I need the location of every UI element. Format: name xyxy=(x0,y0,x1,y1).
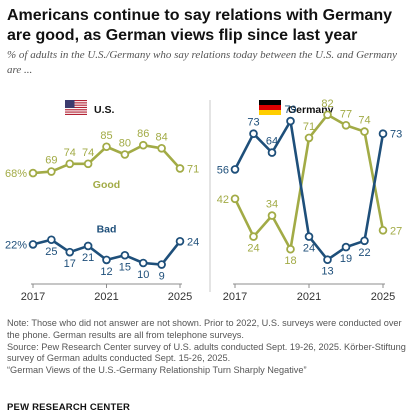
us-panel-label: U.S. xyxy=(94,104,115,116)
source-text: Source: Pew Research Center survey of U.… xyxy=(7,341,406,364)
data-label-good: 84 xyxy=(156,131,168,143)
data-label-good: 74 xyxy=(82,147,94,159)
line-charts: 2017 2021 2025 68% 69 74 74 85 80 86 84 71 22% 25 17 21… xyxy=(5,98,402,303)
data-point-bad xyxy=(360,236,369,246)
data-label-bad: 15 xyxy=(119,261,131,273)
data-point-good xyxy=(120,150,130,159)
data-label-bad: 73 xyxy=(390,129,402,141)
data-point-good xyxy=(267,211,277,220)
data-point-bad xyxy=(120,250,130,260)
germany-panel-label: Germany xyxy=(288,104,334,116)
x-tick-label: 2025 xyxy=(168,291,192,303)
data-label-good: 77 xyxy=(340,108,352,120)
data-point-bad xyxy=(65,247,75,257)
pew-logo-text: PEW RESEARCH CENTER xyxy=(7,402,131,413)
data-label-good: 69 xyxy=(45,155,57,167)
data-point-good xyxy=(323,110,332,120)
x-tick-label: 2017 xyxy=(21,291,45,303)
series-name-good: Good xyxy=(93,179,120,191)
series-name-bad: Bad xyxy=(97,223,117,235)
data-label-good: 74 xyxy=(358,115,370,127)
x-tick-label: 2021 xyxy=(297,291,321,303)
data-point-good xyxy=(378,226,388,235)
data-point-bad xyxy=(323,255,332,265)
data-label-bad: 19 xyxy=(340,253,352,265)
x-tick-label: 2021 xyxy=(94,291,118,303)
data-point-good xyxy=(102,142,111,152)
data-point-good xyxy=(230,194,240,204)
note-text: Note: Those who did not answer are not s… xyxy=(7,318,402,340)
data-label-bad: 21 xyxy=(82,252,94,264)
data-point-good xyxy=(47,167,56,176)
us-flag-icon xyxy=(65,100,87,115)
data-label-good: 74 xyxy=(64,147,76,159)
data-point-good xyxy=(138,140,148,150)
data-point-bad xyxy=(230,165,240,174)
data-label-bad: 22% xyxy=(5,239,27,251)
data-point-bad xyxy=(102,255,111,265)
data-label-bad: 17 xyxy=(64,258,76,270)
data-label-bad: 24 xyxy=(187,236,199,248)
data-label-good: 71 xyxy=(187,163,199,175)
data-label-bad: 79 xyxy=(284,104,296,116)
x-tick-label: 2017 xyxy=(223,291,247,303)
data-point-bad xyxy=(47,235,56,245)
data-point-bad xyxy=(83,241,93,251)
data-point-bad xyxy=(175,237,185,246)
data-label-good: 85 xyxy=(100,130,112,142)
data-label-good: 80 xyxy=(119,138,131,150)
data-point-good xyxy=(249,232,258,241)
data-point-bad xyxy=(267,148,277,157)
data-label-good: 34 xyxy=(266,199,278,211)
data-point-bad xyxy=(157,260,166,269)
chart-title: Americans continue to say relations with… xyxy=(7,7,392,44)
data-label-good: 27 xyxy=(390,225,402,237)
data-point-bad xyxy=(138,258,148,268)
data-point-bad xyxy=(341,242,351,252)
data-point-good xyxy=(304,133,314,143)
x-tick-label: 2025 xyxy=(371,291,395,303)
data-label-good: 86 xyxy=(137,128,149,140)
data-label-good: 42 xyxy=(217,194,229,206)
data-point-good xyxy=(83,159,93,169)
germany-flag-icon xyxy=(259,100,281,115)
data-label-bad: 9 xyxy=(159,271,165,283)
data-label-bad: 73 xyxy=(247,117,259,129)
data-label-bad: 22 xyxy=(358,247,370,259)
data-point-good xyxy=(28,168,38,178)
data-label-bad: 10 xyxy=(137,269,149,281)
report-title-text: “German Views of the U.S.-Germany Relati… xyxy=(7,365,307,376)
data-point-bad xyxy=(378,129,388,139)
data-point-good xyxy=(341,121,351,130)
data-point-bad xyxy=(304,232,314,241)
data-label-bad: 24 xyxy=(303,243,315,255)
data-point-bad xyxy=(28,240,38,249)
data-point-good xyxy=(360,127,369,136)
data-label-good: 24 xyxy=(247,243,259,255)
data-label-bad: 25 xyxy=(45,246,57,258)
data-point-good xyxy=(157,144,166,153)
data-label-bad: 13 xyxy=(321,266,333,278)
data-label-good: 68% xyxy=(5,168,27,180)
data-label-bad: 12 xyxy=(100,266,112,278)
data-point-good xyxy=(286,244,295,254)
data-label-bad: 56 xyxy=(217,164,229,176)
notes: Note: Those who did not answer are not s… xyxy=(7,318,415,377)
data-point-good xyxy=(175,164,185,173)
data-point-bad xyxy=(286,116,295,126)
data-label-good: 71 xyxy=(303,121,315,133)
data-point-good xyxy=(65,159,75,169)
data-label-good: 18 xyxy=(284,255,296,267)
chart-subtitle: % of adults in the U.S./Germany who say … xyxy=(7,49,398,76)
data-label-good: 82 xyxy=(321,98,333,110)
data-label-bad: 64 xyxy=(266,136,278,148)
data-point-bad xyxy=(249,129,258,139)
